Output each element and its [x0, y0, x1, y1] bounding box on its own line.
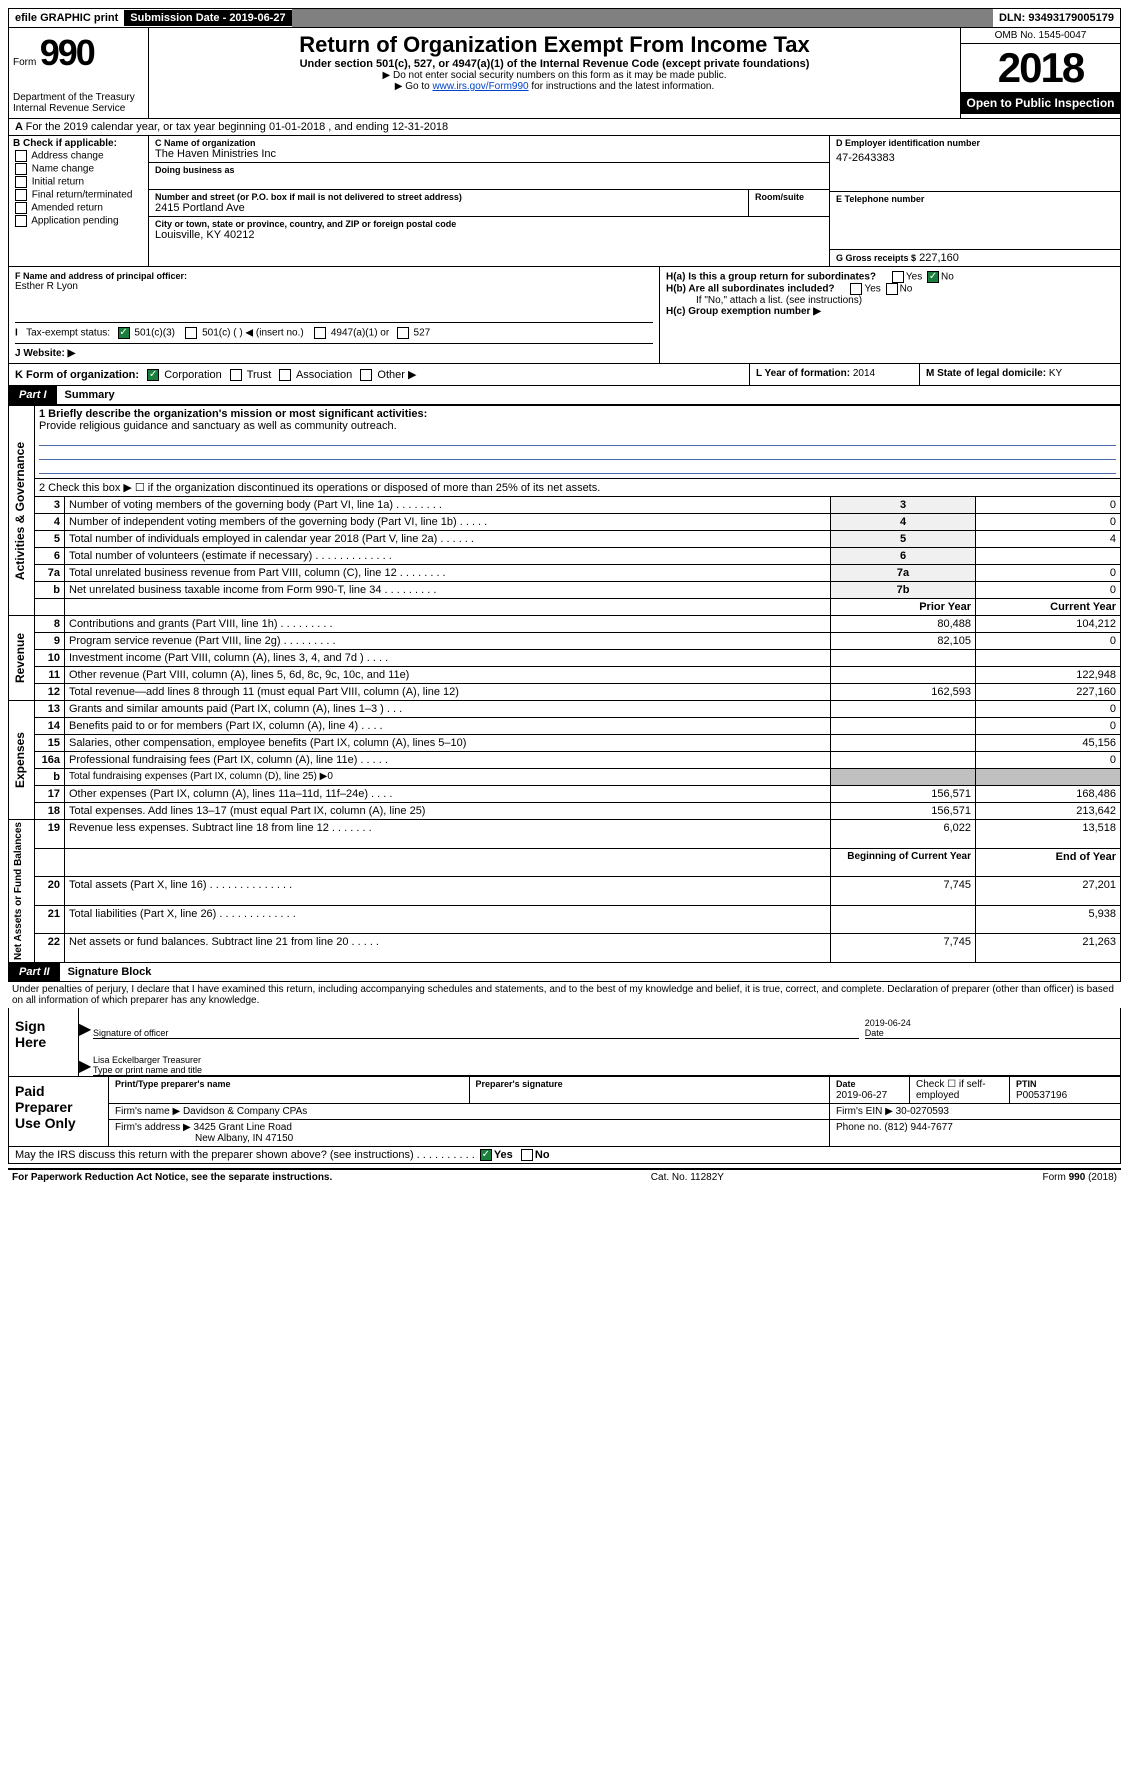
- top-bar: efile GRAPHIC print Submission Date - 20…: [8, 8, 1121, 28]
- sign-here-block: Sign Here ▶ Signature of officer 2019-06…: [8, 1008, 1121, 1077]
- gross-receipts: 227,160: [919, 252, 959, 264]
- form-number: 990: [40, 32, 94, 73]
- box-c: C Name of organization The Haven Ministr…: [149, 136, 830, 266]
- dept-irs: Internal Revenue Service: [13, 103, 144, 114]
- header-left: Form 990 Department of the Treasury Inte…: [9, 28, 149, 118]
- dln-label: DLN: 93493179005179: [993, 10, 1120, 26]
- omb-number: OMB No. 1545-0047: [961, 28, 1120, 44]
- submission-date: Submission Date - 2019-06-27: [124, 10, 291, 26]
- dept-treasury: Department of the Treasury: [13, 92, 144, 103]
- form-note-2: ▶ Go to www.irs.gov/Form990 for instruct…: [155, 81, 954, 92]
- form-note-1: ▶ Do not enter social security numbers o…: [155, 70, 954, 81]
- topbar-spacer: [292, 9, 993, 27]
- preparer-block: Paid Preparer Use Only Print/Type prepar…: [8, 1077, 1121, 1147]
- page-footer: For Paperwork Reduction Act Notice, see …: [8, 1168, 1121, 1185]
- checkbox-corp-icon: [147, 369, 159, 381]
- form-subtitle: Under section 501(c), 527, or 4947(a)(1)…: [155, 58, 954, 70]
- info-grid: B Check if applicable: Address change Na…: [8, 136, 1121, 267]
- mission-text: Provide religious guidance and sanctuary…: [39, 420, 397, 432]
- box-k: K Form of organization: Corporation Trus…: [9, 364, 750, 385]
- signer-name: Lisa Eckelbarger Treasurer: [93, 1055, 201, 1065]
- boxes-d-e-g: D Employer identification number 47-2643…: [830, 136, 1120, 266]
- box-b: B Check if applicable: Address change Na…: [9, 136, 149, 266]
- website-label: J Website: ▶: [15, 348, 75, 359]
- form-title: Return of Organization Exempt From Incom…: [155, 32, 954, 58]
- box-l: L Year of formation: 2014: [750, 364, 920, 385]
- firm-ein: 30-0270593: [896, 1106, 949, 1117]
- ein: 47-2643383: [836, 152, 1114, 164]
- checkbox-yes-icon: [480, 1149, 492, 1161]
- form-header: Form 990 Department of the Treasury Inte…: [8, 28, 1121, 119]
- box-f: F Name and address of principal officer:…: [9, 267, 660, 363]
- checkbox-no-icon: [927, 271, 939, 283]
- header-right: OMB No. 1545-0047 2018 Open to Public In…: [960, 28, 1120, 118]
- tax-year: 2018: [961, 44, 1120, 92]
- header-center: Return of Organization Exempt From Incom…: [149, 28, 960, 118]
- firm-name: Davidson & Company CPAs: [183, 1106, 307, 1117]
- org-address: 2415 Portland Ave: [155, 202, 742, 214]
- org-city: Louisville, KY 40212: [155, 229, 823, 241]
- f-h-grid: F Name and address of principal officer:…: [8, 267, 1121, 364]
- part-ii-header: Part II Signature Block: [8, 963, 1121, 982]
- org-name: The Haven Ministries Inc: [155, 148, 823, 160]
- firm-phone: (812) 944-7677: [884, 1122, 952, 1133]
- section-a-period: A For the 2019 calendar year, or tax yea…: [8, 119, 1121, 136]
- form-prefix: Form: [13, 57, 36, 68]
- irs-link[interactable]: www.irs.gov/Form990: [432, 81, 528, 92]
- open-inspection: Open to Public Inspection: [961, 92, 1120, 114]
- box-h: H(a) Is this a group return for subordin…: [660, 267, 1120, 363]
- principal-officer: Esther R Lyon: [15, 281, 653, 292]
- checkbox-501c3-icon: [118, 327, 130, 339]
- box-m: M State of legal domicile: KY: [920, 364, 1120, 385]
- k-l-m-grid: K Form of organization: Corporation Trus…: [8, 364, 1121, 386]
- discuss-row: May the IRS discuss this return with the…: [8, 1147, 1121, 1164]
- summary-table: Activities & Governance 1 Briefly descri…: [8, 405, 1121, 963]
- part-i-header: Part I Summary: [8, 386, 1121, 405]
- efile-label[interactable]: efile GRAPHIC print: [9, 10, 124, 26]
- ptin: P00537196: [1016, 1090, 1067, 1101]
- perjury-disclaimer: Under penalties of perjury, I declare th…: [8, 982, 1121, 1008]
